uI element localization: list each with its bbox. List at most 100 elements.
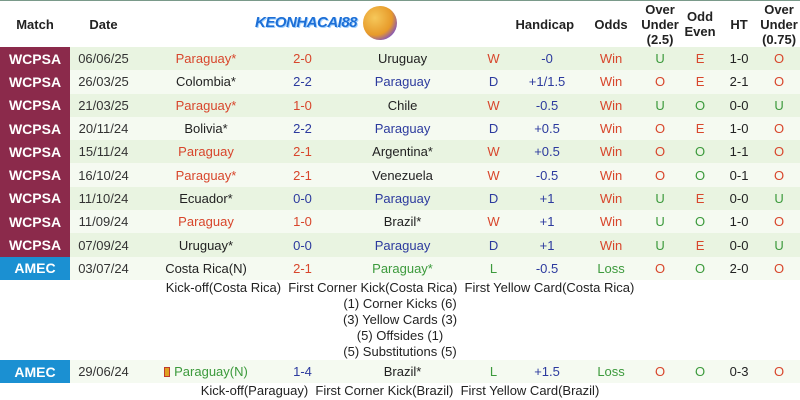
result: D — [475, 116, 513, 141]
half-time-score: 1-0 — [720, 47, 759, 71]
over-under-0-75: U — [758, 186, 800, 211]
match-row[interactable]: WCPSA 21/03/25 Paraguay* 1-0 Chile W -0.5 Win U O… — [0, 93, 800, 117]
match-row[interactable]: WCPSA 11/09/24 Paraguay 1-0 Brazil* W +1 Win U O 1… — [0, 210, 800, 234]
handicap-text: +1 — [539, 190, 555, 206]
odd-even-text: O — [694, 214, 706, 230]
competition-cell-text: WCPSA — [8, 120, 62, 137]
match-row[interactable]: AMEC 29/06/24 Paraguay(N) 1-4 Brazil* L +1.5 Lo… — [0, 359, 800, 384]
competition-cell-text: AMEC — [14, 260, 56, 277]
home-team-text[interactable]: Paraguay(N) — [174, 364, 248, 380]
over-under-2-5: U — [640, 233, 681, 257]
handicap: -0.5 — [512, 256, 583, 280]
over-under-2-5: O — [640, 163, 681, 187]
half-time-score: 1-0 — [720, 116, 759, 141]
competition-cell: WCPSA — [0, 116, 70, 141]
match-row[interactable]: AMEC 03/07/24 Costa Rica(N) 2-1 Paraguay* L -0… — [0, 256, 800, 280]
header-odd-even: Odd Even — [680, 1, 720, 47]
over-under-0-75-text: O — [773, 121, 785, 137]
away-team-text[interactable]: Paraguay* — [372, 260, 433, 276]
result-text: W — [487, 97, 500, 113]
odds-result-text: Loss — [597, 364, 625, 380]
date-cell-text: 15/11/24 — [78, 144, 129, 160]
match-row[interactable]: WCPSA 16/10/24 Paraguay* 2-1 Venezuela W -0.5 W… — [0, 163, 800, 187]
match-row[interactable]: WCPSA 15/11/24 Paraguay 2-1 Argentina* W +0.5 W… — [0, 140, 800, 164]
match-row[interactable]: WCPSA 07/09/24 Uruguay* 0-0 Paraguay D +1 Win U E… — [0, 233, 800, 257]
date-cell-text: 29/06/24 — [78, 364, 129, 380]
home-team-text[interactable]: Colombia* — [176, 74, 236, 90]
over-under-0-75-text: O — [773, 214, 785, 230]
away-team-text[interactable]: Uruguay — [377, 51, 428, 67]
over-under-2-5: O — [640, 116, 681, 141]
away-team-text[interactable]: Venezuela — [372, 167, 433, 183]
match-detail-row: Kick-off(Costa Rica) First Corner Kick(C… — [0, 279, 800, 296]
date-cell: 07/09/24 — [70, 233, 137, 257]
over-under-2-5: O — [640, 140, 681, 164]
half-time-score-text: 0-0 — [729, 97, 749, 113]
odd-even: O — [680, 256, 721, 280]
score: 2-2 — [275, 116, 330, 141]
result-text: D — [488, 121, 499, 137]
odds-result-text: Win — [599, 97, 623, 113]
odds-result-text: Win — [599, 51, 623, 67]
odds-result-text: Win — [599, 190, 623, 206]
competition-cell: WCPSA — [0, 163, 70, 187]
odd-even: E — [680, 186, 721, 211]
match-row[interactable]: WCPSA 26/03/25 Colombia* 2-2 Paraguay D +1/1.5… — [0, 70, 800, 94]
over-under-2-5-text: U — [655, 214, 665, 230]
half-time-score-text: 2-1 — [729, 74, 749, 90]
away-team-text[interactable]: Brazil* — [383, 214, 422, 230]
competition-cell: WCPSA — [0, 70, 70, 94]
match-row[interactable]: WCPSA 06/06/25 Paraguay* 2-0 Uruguay W -0 Win U E… — [0, 47, 800, 71]
odd-even-text: E — [695, 190, 705, 206]
over-under-2-5: U — [640, 93, 681, 117]
header-ht: HT — [730, 16, 748, 32]
home-team-text[interactable]: Paraguay* — [175, 97, 237, 113]
away-team-text[interactable]: Paraguay — [374, 190, 431, 206]
home-team-text[interactable]: Paraguay — [178, 214, 234, 230]
home-team-text[interactable]: Uruguay* — [178, 237, 234, 253]
home-team-text[interactable]: Costa Rica(N) — [165, 260, 247, 276]
home-team-text[interactable]: Bolivia* — [184, 121, 228, 137]
header-handicap: Handicap — [515, 16, 575, 32]
away-team: Paraguay — [330, 70, 476, 94]
home-team-text[interactable]: Paraguay* — [175, 51, 237, 67]
home-team-text[interactable]: Paraguay — [178, 144, 234, 160]
odds-result: Win — [582, 210, 641, 234]
competition-cell: AMEC — [0, 256, 70, 280]
away-team: Paraguay — [330, 186, 476, 211]
match-row[interactable]: WCPSA 11/10/24 Ecuador* 0-0 Paraguay D +1 Win U E… — [0, 186, 800, 211]
handicap-text: +0.5 — [534, 121, 560, 137]
competition-cell-text: WCPSA — [8, 190, 62, 207]
home-team-text[interactable]: Ecuador* — [179, 190, 233, 206]
away-team-text[interactable]: Paraguay — [374, 121, 431, 137]
keonhacai88-logo: KEONHACAI88 — [255, 3, 415, 43]
over-under-2-5: O — [640, 359, 681, 384]
home-team-text[interactable]: Paraguay* — [175, 167, 237, 183]
result-text: D — [488, 237, 499, 253]
over-under-0-75: U — [758, 93, 800, 117]
match-detail-row: (5) Offsides (1) — [0, 327, 800, 344]
over-under-0-75-text: O — [773, 51, 785, 67]
away-team-text[interactable]: Brazil* — [383, 364, 422, 380]
away-team-text[interactable]: Argentina* — [372, 144, 433, 160]
date-cell: 16/10/24 — [70, 163, 137, 187]
half-time-score: 1-0 — [720, 210, 759, 234]
away-team-text[interactable]: Paraguay — [374, 74, 431, 90]
date-cell: 29/06/24 — [70, 359, 137, 384]
away-team-text[interactable]: Chile — [387, 97, 418, 113]
date-cell-text: 11/10/24 — [78, 190, 129, 206]
odds-result: Loss — [582, 359, 641, 384]
over-under-0-75: O — [758, 70, 800, 94]
handicap-text: +1/1.5 — [528, 74, 566, 90]
competition-cell: WCPSA — [0, 210, 70, 234]
over-under-0-75: O — [758, 163, 800, 187]
header-row: Match Date KEONHACAI88 Handicap Odds Ove… — [0, 1, 800, 47]
match-row[interactable]: WCPSA 20/11/24 Bolivia* 2-2 Paraguay D +0.5 Win… — [0, 116, 800, 141]
odd-even-text: O — [694, 260, 706, 276]
odd-even: E — [680, 233, 721, 257]
date-cell-text: 16/10/24 — [78, 167, 129, 183]
result-text: W — [487, 167, 500, 183]
home-team: Paraguay* — [137, 47, 275, 71]
away-team-text[interactable]: Paraguay — [374, 237, 431, 253]
odds-result: Win — [582, 47, 641, 71]
